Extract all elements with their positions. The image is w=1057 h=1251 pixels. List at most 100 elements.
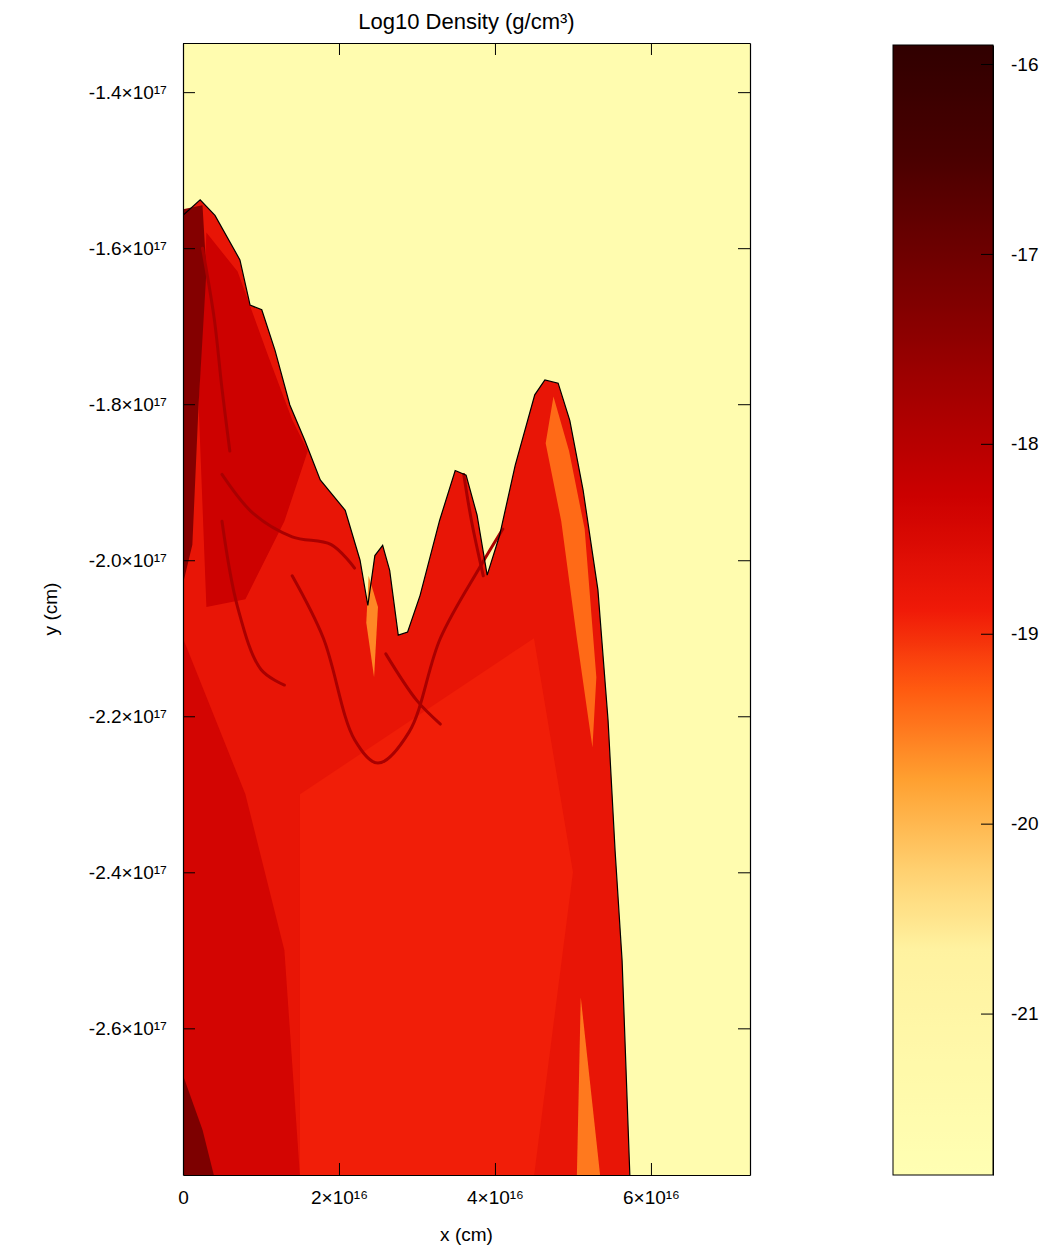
tick-label: -21 bbox=[1011, 1003, 1038, 1024]
tick-label: -2.6×10¹⁷ bbox=[89, 1018, 167, 1039]
tick-mark bbox=[738, 248, 750, 249]
figure: 02×10¹⁶4×10¹⁶6×10¹⁶-1.4×10¹⁷-1.6×10¹⁷-1.… bbox=[0, 0, 1057, 1251]
tick-mark bbox=[981, 1014, 993, 1015]
axis-line bbox=[993, 46, 994, 1176]
tick-mark bbox=[183, 560, 195, 561]
tick-label: -2.2×10¹⁷ bbox=[89, 706, 167, 727]
tick: -19 bbox=[981, 623, 1038, 644]
density-filament bbox=[386, 654, 441, 724]
tick: -2.4×10¹⁷ bbox=[89, 862, 195, 883]
tick-label: 0 bbox=[178, 1187, 189, 1208]
tick-label: -17 bbox=[1011, 243, 1038, 264]
tick-mark bbox=[183, 404, 195, 405]
x-axis-top bbox=[184, 43, 751, 55]
tick bbox=[738, 716, 750, 717]
colorbar-axis: -21 -20 -19 -18 -17 -16 bbox=[981, 46, 1038, 1176]
density-filament bbox=[222, 521, 284, 685]
tick-label: 6×10¹⁶ bbox=[623, 1187, 680, 1208]
colorbar bbox=[893, 45, 993, 1175]
tick-mark bbox=[981, 64, 993, 65]
tick-label: 2×10¹⁶ bbox=[311, 1187, 368, 1208]
tick-mark bbox=[339, 43, 340, 55]
tick: -2.6×10¹⁷ bbox=[89, 1018, 195, 1039]
tick bbox=[738, 872, 750, 873]
density-region bbox=[366, 576, 378, 677]
tick bbox=[495, 43, 496, 55]
boundary-contour bbox=[183, 200, 630, 1175]
tick-mark bbox=[738, 560, 750, 561]
axis-line bbox=[184, 43, 751, 44]
tick-label: -2.0×10¹⁷ bbox=[89, 550, 167, 571]
tick-label: -1.8×10¹⁷ bbox=[89, 394, 167, 415]
axis-line bbox=[750, 44, 751, 1176]
tick-mark bbox=[738, 1028, 750, 1029]
tick-mark bbox=[738, 404, 750, 405]
density-region bbox=[199, 233, 308, 607]
x-axis-title: x (cm) bbox=[440, 1224, 493, 1245]
density-region bbox=[183, 638, 300, 1175]
tick: -16 bbox=[981, 54, 1038, 75]
tick-label: -16 bbox=[1011, 54, 1038, 75]
tick: -1.8×10¹⁷ bbox=[89, 394, 195, 415]
tick-mark bbox=[183, 716, 195, 717]
tick-mark bbox=[981, 824, 993, 825]
density-filament bbox=[222, 474, 355, 568]
tick bbox=[738, 404, 750, 405]
tick-mark bbox=[495, 43, 496, 55]
tick: -2.2×10¹⁷ bbox=[89, 706, 195, 727]
tick-label: -2.4×10¹⁷ bbox=[89, 862, 167, 883]
y-axis-title: y (cm) bbox=[40, 583, 61, 636]
tick-mark bbox=[738, 92, 750, 93]
tick bbox=[738, 560, 750, 561]
density-region bbox=[577, 997, 600, 1175]
tick: -17 bbox=[981, 243, 1038, 264]
density-region bbox=[183, 1075, 214, 1175]
tick-mark bbox=[183, 92, 195, 93]
tick-mark bbox=[339, 1163, 340, 1175]
tick-label: -20 bbox=[1011, 813, 1038, 834]
density-filament bbox=[292, 529, 503, 763]
tick bbox=[651, 43, 652, 55]
axis-line bbox=[183, 44, 184, 1176]
tick: -2.0×10¹⁷ bbox=[89, 550, 195, 571]
tick-mark bbox=[738, 872, 750, 873]
tick-mark bbox=[738, 716, 750, 717]
axis-line bbox=[184, 1175, 751, 1176]
density-region bbox=[546, 396, 597, 747]
tick-mark bbox=[651, 1163, 652, 1175]
tick-mark bbox=[183, 1028, 195, 1029]
tick-mark bbox=[651, 43, 652, 55]
x-axis: 0 2×10¹⁶ 4×10¹⁶ 6×10¹⁶ bbox=[178, 1163, 750, 1208]
density-region bbox=[183, 200, 630, 1175]
tick-mark bbox=[981, 444, 993, 445]
tick bbox=[738, 1028, 750, 1029]
tick-mark bbox=[981, 634, 993, 635]
chart-title: Log10 Density (g/cm³) bbox=[358, 9, 574, 34]
tick bbox=[738, 92, 750, 93]
density-region bbox=[300, 638, 573, 1175]
tick-label: -18 bbox=[1011, 433, 1038, 454]
tick: -18 bbox=[981, 433, 1038, 454]
tick-label: -1.4×10¹⁷ bbox=[89, 82, 167, 103]
tick-label: 4×10¹⁶ bbox=[467, 1187, 524, 1208]
density-filament bbox=[464, 474, 483, 575]
tick: -1.6×10¹⁷ bbox=[89, 238, 195, 259]
plot-area bbox=[183, 43, 750, 1175]
density-region bbox=[183, 205, 206, 583]
density-filament bbox=[202, 248, 229, 451]
y-axis-right bbox=[738, 44, 751, 1176]
tick: 2×10¹⁶ bbox=[311, 1163, 368, 1208]
tick: -1.4×10¹⁷ bbox=[89, 82, 195, 103]
y-axis: -1.4×10¹⁷ -1.6×10¹⁷ -1.8×10¹⁷ -2.0×10¹⁷ -2.2… bbox=[89, 44, 195, 1176]
tick bbox=[738, 248, 750, 249]
tick-label: -1.6×10¹⁷ bbox=[89, 238, 167, 259]
tick-mark bbox=[183, 872, 195, 873]
tick-mark bbox=[981, 254, 993, 255]
tick: 6×10¹⁶ bbox=[623, 1163, 680, 1208]
tick-label: -19 bbox=[1011, 623, 1038, 644]
tick bbox=[339, 43, 340, 55]
tick: 4×10¹⁶ bbox=[467, 1163, 524, 1208]
tick-mark bbox=[495, 1163, 496, 1175]
tick: -21 bbox=[981, 1003, 1038, 1024]
tick-mark bbox=[183, 248, 195, 249]
